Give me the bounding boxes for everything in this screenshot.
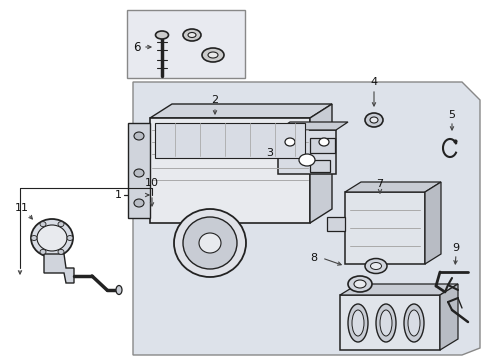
Ellipse shape xyxy=(299,154,315,166)
Text: 11: 11 xyxy=(15,203,29,213)
Ellipse shape xyxy=(134,199,144,207)
Text: 5: 5 xyxy=(448,110,456,120)
Bar xyxy=(127,10,245,78)
Bar xyxy=(310,160,330,172)
Bar xyxy=(310,138,335,153)
Ellipse shape xyxy=(31,235,37,240)
Ellipse shape xyxy=(319,138,329,146)
Ellipse shape xyxy=(370,117,378,123)
Polygon shape xyxy=(133,82,480,355)
Text: 4: 4 xyxy=(370,77,378,87)
Bar xyxy=(340,295,440,350)
Ellipse shape xyxy=(134,169,144,177)
Ellipse shape xyxy=(376,304,396,342)
Ellipse shape xyxy=(354,280,366,288)
Ellipse shape xyxy=(31,219,73,257)
Polygon shape xyxy=(340,284,458,295)
Bar xyxy=(278,130,336,174)
Bar xyxy=(150,118,310,223)
Ellipse shape xyxy=(208,52,218,58)
Ellipse shape xyxy=(202,48,224,62)
Bar xyxy=(327,217,345,231)
Ellipse shape xyxy=(365,258,387,274)
Ellipse shape xyxy=(348,276,372,292)
Text: 7: 7 xyxy=(376,179,384,189)
Ellipse shape xyxy=(370,262,382,270)
Ellipse shape xyxy=(380,310,392,336)
Ellipse shape xyxy=(67,235,73,240)
Ellipse shape xyxy=(37,225,67,251)
Text: 10: 10 xyxy=(145,178,159,188)
Ellipse shape xyxy=(348,304,368,342)
Ellipse shape xyxy=(188,32,196,37)
Ellipse shape xyxy=(183,29,201,41)
Text: 1: 1 xyxy=(115,190,122,200)
Ellipse shape xyxy=(155,31,169,39)
Ellipse shape xyxy=(58,222,64,227)
Text: 8: 8 xyxy=(311,253,318,263)
Ellipse shape xyxy=(404,304,424,342)
Ellipse shape xyxy=(40,222,46,227)
Ellipse shape xyxy=(116,285,122,294)
Polygon shape xyxy=(150,104,332,118)
Ellipse shape xyxy=(174,209,246,277)
Ellipse shape xyxy=(365,113,383,127)
Polygon shape xyxy=(440,284,458,350)
Ellipse shape xyxy=(408,310,420,336)
Ellipse shape xyxy=(285,138,295,146)
Bar xyxy=(155,123,305,158)
Bar xyxy=(345,192,425,264)
Polygon shape xyxy=(425,182,441,264)
Ellipse shape xyxy=(352,310,364,336)
Text: 9: 9 xyxy=(452,243,460,253)
Text: 2: 2 xyxy=(212,95,219,105)
Text: 6: 6 xyxy=(133,41,141,54)
Ellipse shape xyxy=(134,132,144,140)
Ellipse shape xyxy=(183,217,237,269)
Ellipse shape xyxy=(40,249,46,255)
Text: 3: 3 xyxy=(267,148,273,158)
Polygon shape xyxy=(345,182,441,192)
Bar xyxy=(128,123,150,218)
Polygon shape xyxy=(278,122,348,130)
Polygon shape xyxy=(310,104,332,223)
Ellipse shape xyxy=(58,249,64,255)
Ellipse shape xyxy=(199,233,221,253)
Polygon shape xyxy=(44,254,74,283)
